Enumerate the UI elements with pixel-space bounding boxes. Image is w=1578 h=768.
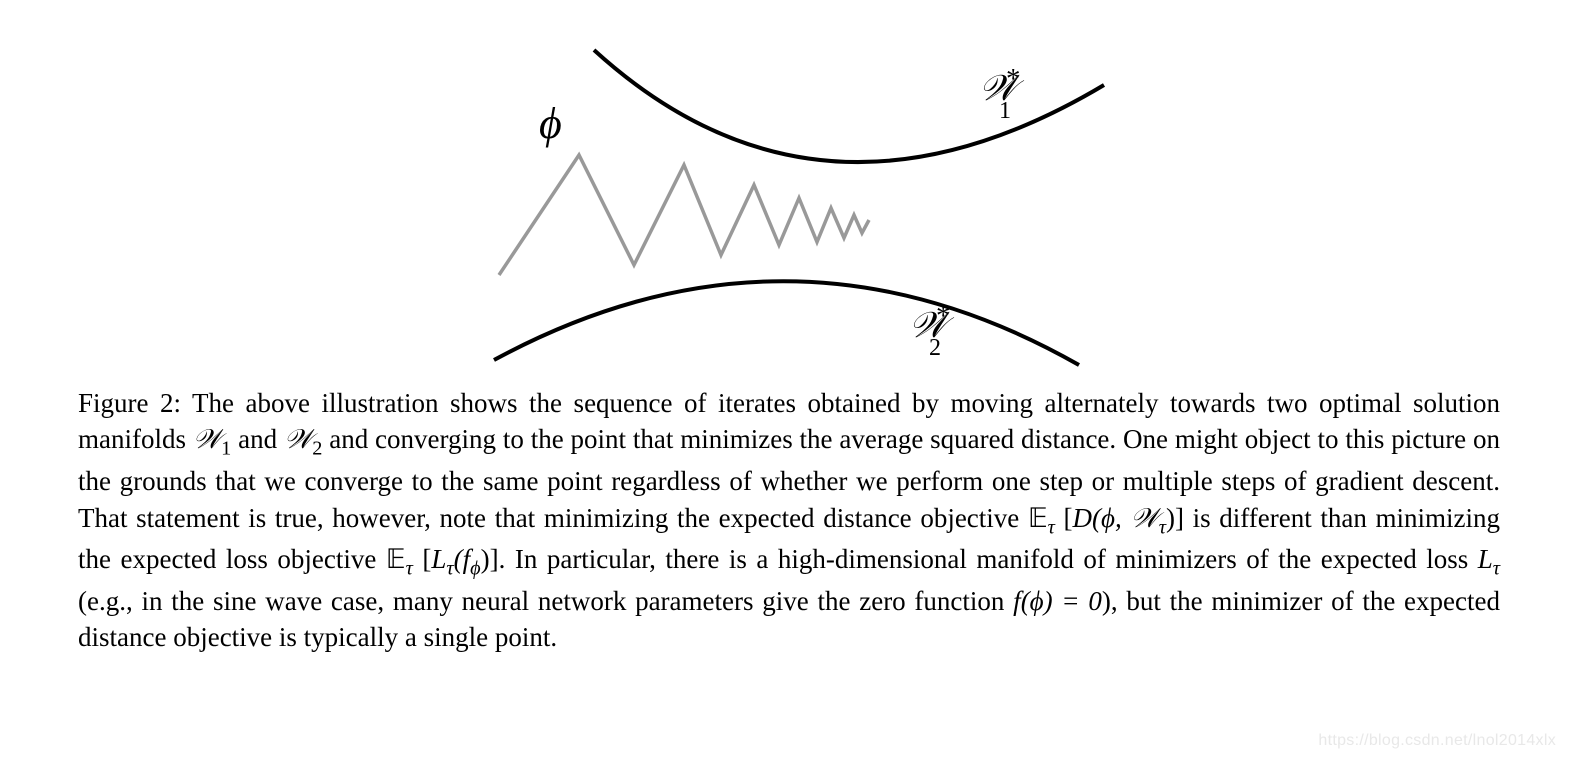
- diagram-illustration: ϕ 𝒲 * 1 𝒲 * 2: [439, 20, 1139, 370]
- caption-ltau: L: [1478, 544, 1493, 574]
- svg-text:1: 1: [999, 98, 1011, 124]
- figure-caption: Figure 2: The above illustration shows t…: [60, 385, 1518, 656]
- caption-fphi-arg: (ϕ) = 0: [1021, 586, 1102, 616]
- caption-exp2-l-sub: τ: [446, 558, 453, 580]
- upper-manifold-curve: [594, 50, 1104, 162]
- caption-prefix: Figure 2:: [78, 388, 192, 418]
- caption-exp2-open: [: [413, 544, 432, 574]
- caption-exp1-open: [: [1055, 503, 1073, 533]
- w2-label-group: 𝒲 * 2: [909, 300, 955, 361]
- diagram-svg: ϕ 𝒲 * 1 𝒲 * 2: [439, 20, 1139, 370]
- w1-label-group: 𝒲 * 1: [979, 63, 1025, 124]
- caption-w1: 𝒲: [193, 424, 221, 454]
- caption-w1-sub: 1: [221, 438, 231, 460]
- caption-w2: 𝒲: [284, 424, 312, 454]
- caption-exp2-close: )]: [481, 544, 499, 574]
- caption-exp2-l: L: [431, 544, 446, 574]
- caption-exp1-close: )]: [1166, 503, 1184, 533]
- svg-text:2: 2: [929, 335, 941, 361]
- caption-body-5: (e.g., in the sine wave case, many neura…: [78, 586, 1013, 616]
- svg-text:*: *: [936, 300, 950, 332]
- watermark-text: https://blog.csdn.net/lnol2014xlx: [1318, 732, 1556, 750]
- iterate-zigzag-path: [499, 155, 869, 275]
- caption-ltau-sub: τ: [1493, 558, 1500, 580]
- lower-manifold-curve: [494, 281, 1079, 365]
- caption-exp1-args: (ϕ, 𝒲: [1092, 503, 1159, 533]
- phi-label: ϕ: [539, 99, 562, 148]
- caption-exp1: 𝔼: [1028, 503, 1048, 533]
- caption-exp2: 𝔼: [386, 544, 406, 574]
- figure-container: ϕ 𝒲 * 1 𝒲 * 2 Figure 2: The above illust…: [0, 0, 1578, 656]
- caption-exp2-sub: τ: [406, 558, 413, 580]
- caption-exp2-f: (f: [454, 544, 471, 574]
- caption-exp1-args-sub: τ: [1159, 516, 1166, 538]
- caption-exp1-sub: τ: [1048, 516, 1055, 538]
- svg-text:*: *: [1006, 63, 1020, 95]
- caption-fphi: f: [1013, 586, 1021, 616]
- caption-w2-sub: 2: [312, 438, 322, 460]
- caption-body-4: . In particular, there is a high-dimensi…: [499, 544, 1478, 574]
- caption-exp2-f-sub: ϕ: [470, 558, 480, 580]
- caption-and: and: [231, 424, 284, 454]
- caption-exp1-d: D: [1073, 503, 1093, 533]
